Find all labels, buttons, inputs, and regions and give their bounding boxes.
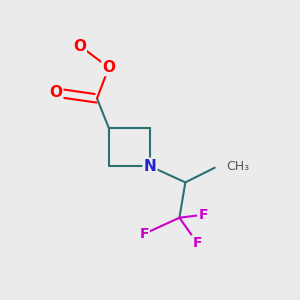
- Text: O: O: [73, 39, 86, 54]
- Text: O: O: [102, 60, 115, 75]
- Text: O: O: [49, 85, 62, 100]
- Text: F: F: [140, 227, 149, 241]
- Text: CH₃: CH₃: [226, 160, 250, 173]
- Text: N: N: [144, 159, 156, 174]
- Text: F: F: [192, 236, 202, 250]
- Text: F: F: [198, 208, 208, 222]
